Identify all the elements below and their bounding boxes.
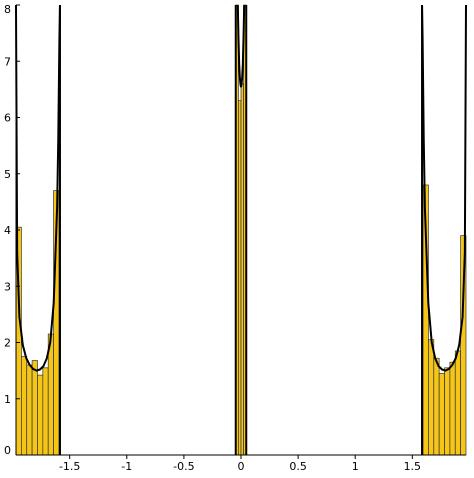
- histogram-bar: [433, 357, 440, 456]
- x-tick-label: 1.5: [404, 460, 422, 473]
- y-tick-label: 8: [4, 3, 11, 16]
- histogram-bar: [444, 367, 451, 456]
- histogram-bar: [428, 339, 435, 456]
- vertical-lines-layer: [58, 5, 424, 455]
- x-tick-label: 1: [352, 460, 359, 473]
- y-tick-label: 0: [4, 444, 11, 457]
- x-tick-label: -1.5: [59, 460, 80, 473]
- histogram-bar: [438, 373, 445, 456]
- density-curve: [421, 4, 467, 372]
- x-tick-label: 0.5: [289, 460, 307, 473]
- histogram-bar: [37, 374, 44, 456]
- histogram-bar: [449, 361, 456, 456]
- x-tick-label: -1: [121, 460, 132, 473]
- density-curve: [15, 4, 61, 372]
- y-tick-label: 7: [4, 55, 11, 68]
- density-curve-layer: [15, 4, 467, 372]
- y-tick-label: 2: [4, 337, 11, 350]
- histogram-bar: [21, 356, 28, 456]
- histogram-bar: [26, 364, 33, 456]
- x-tick-label: -0.5: [173, 460, 194, 473]
- axes-layer: 0 1 2 3 4 5 6 7 8 -1.5 -1 -0.5 0 0.5 1 1.5: [4, 3, 466, 473]
- histogram-bar: [240, 83, 244, 456]
- y-tick-label: 3: [4, 280, 11, 293]
- histogram-bar: [454, 350, 461, 456]
- histogram-bar: [238, 100, 242, 456]
- histogram-bar: [42, 367, 49, 456]
- x-tick-label: 0: [238, 460, 245, 473]
- density-curve: [236, 4, 246, 88]
- y-tick-label: 4: [4, 224, 11, 237]
- histogram-bar: [31, 360, 38, 456]
- y-tick-label: 1: [4, 393, 11, 406]
- y-tick-label: 6: [4, 112, 11, 125]
- y-tick-label: 5: [4, 168, 11, 181]
